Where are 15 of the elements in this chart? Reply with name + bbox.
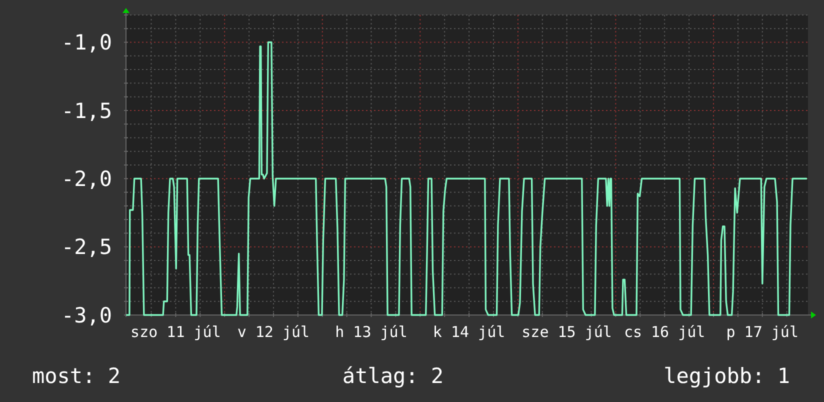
x-tick-label: szo 11 júl xyxy=(130,323,221,341)
y-tick-label: -2,5 xyxy=(61,235,112,260)
x-tick-label: v 12 júl xyxy=(237,323,310,341)
x-tick-label: sze 15 júl xyxy=(522,323,612,341)
x-tick-label: p 17 júl xyxy=(726,323,798,341)
y-tick-label: -1,0 xyxy=(61,30,112,55)
text: átlag: 2 xyxy=(342,364,444,388)
y-tick-label: -2,0 xyxy=(61,166,112,191)
x-tick-label: cs 16 júl xyxy=(624,323,706,341)
text: legjobb: 1 xyxy=(664,364,790,388)
x-tick-label: h 13 júl xyxy=(335,323,408,341)
text: most: 2 xyxy=(32,364,121,388)
y-tick-label: -1,5 xyxy=(61,98,112,123)
x-tick-label: k 14 júl xyxy=(432,323,506,341)
y-tick-label: -3,0 xyxy=(61,303,112,328)
